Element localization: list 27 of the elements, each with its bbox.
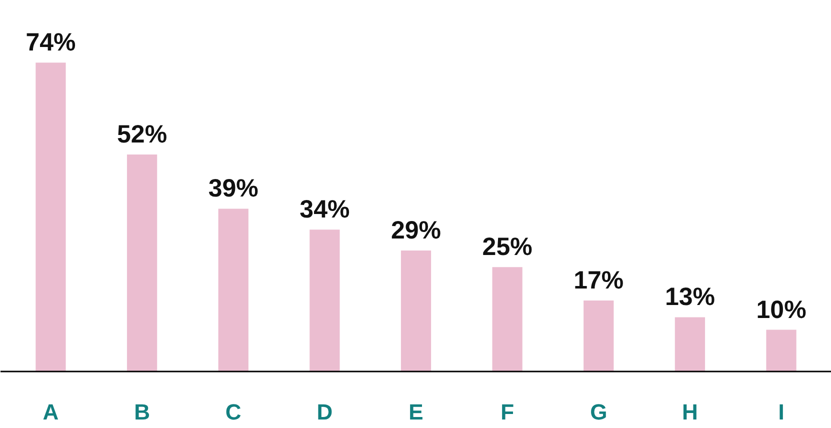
bar [218, 208, 248, 372]
x-tick-label: D [316, 400, 333, 424]
bar [36, 62, 66, 372]
data-label: 29% [390, 216, 442, 244]
data-label: 52% [117, 120, 168, 148]
bar [310, 230, 340, 372]
bar [400, 250, 432, 372]
bar [766, 330, 796, 372]
data-label: 13% [664, 283, 715, 312]
data-label: 10% [756, 296, 806, 324]
x-tick-label: B [134, 400, 150, 424]
bar [584, 300, 614, 372]
x-tick-label: I [778, 400, 784, 424]
data-label: 74% [26, 28, 76, 57]
x-tick-label: H [682, 400, 698, 424]
x-tick-label: F [500, 400, 514, 424]
bar [126, 154, 158, 372]
data-label: 17% [574, 266, 624, 295]
x-tick-label: G [590, 400, 608, 424]
x-tick-label: A [42, 400, 59, 424]
x-tick-label: E [408, 400, 424, 424]
data-label: 34% [300, 196, 350, 224]
bar [492, 267, 522, 372]
x-tick-label: C [225, 400, 242, 424]
data-label: 39% [208, 174, 258, 203]
bar [674, 317, 706, 372]
data-label: 25% [482, 233, 532, 262]
